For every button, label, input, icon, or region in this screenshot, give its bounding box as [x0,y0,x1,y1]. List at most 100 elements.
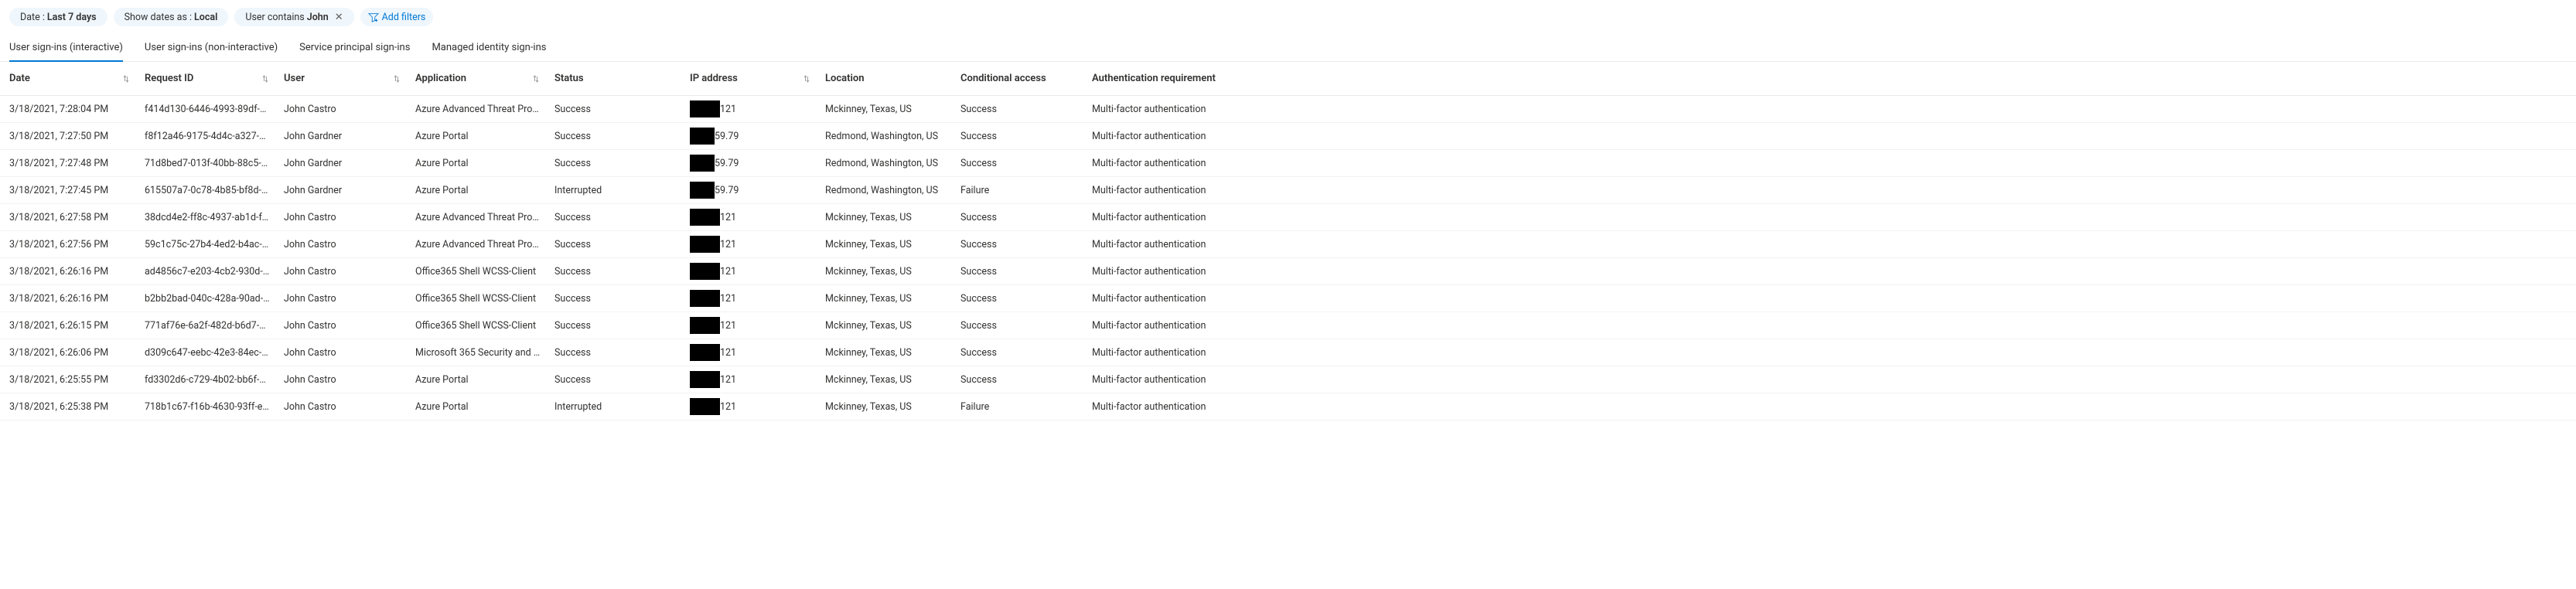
cell-auth-req: Multi-factor authentication [1092,374,2567,386]
cell-application: Office365 Shell WCSS-Client [415,320,554,332]
table-row[interactable]: 3/18/2021, 6:26:16 PMb2bb2bad-040c-428a-… [0,285,2576,312]
ip-redaction-block [690,128,715,145]
filter-date-value: Last 7 days [47,12,97,23]
cell-auth-req: Multi-factor authentication [1092,239,2567,250]
sort-icon[interactable] [121,74,131,83]
col-header-user[interactable]: User [284,73,415,84]
cell-auth-req: Multi-factor authentication [1092,293,2567,305]
cell-date: 3/18/2021, 7:27:45 PM [9,185,145,196]
cell-location: Redmond, Washington, US [825,185,960,196]
col-header-location[interactable]: Location [825,73,960,84]
col-header-conditional-access[interactable]: Conditional access [960,73,1092,84]
cell-request-id: 38dcd4e2-ff8c-4937-ab1d-fd8ab17c0400 [145,212,284,223]
cell-auth-req: Multi-factor authentication [1092,158,2567,169]
cell-status: Success [554,347,690,359]
add-filter-button[interactable]: Add filters [360,8,434,26]
filter-pill-timezone[interactable]: Show dates as : Local [114,8,229,26]
ip-suffix: 121 [720,293,736,305]
tab-user-sign-ins-interactive-[interactable]: User sign-ins (interactive) [9,36,123,61]
filter-tz-label: Show dates as : [125,12,192,23]
table-row[interactable]: 3/18/2021, 7:27:48 PM71d8bed7-013f-40bb-… [0,150,2576,177]
cell-request-id: fd3302d6-c729-4b02-bb6f-bfbb713607... [145,374,284,386]
tab-user-sign-ins-non-interactive-[interactable]: User sign-ins (non-interactive) [145,36,278,61]
tab-managed-identity-sign-ins[interactable]: Managed identity sign-ins [432,36,546,61]
sort-icon[interactable] [802,74,811,83]
ip-redaction-block [690,290,720,307]
ip-redaction-block [690,100,720,117]
sort-icon[interactable] [531,74,541,83]
ip-redaction-block [690,182,715,199]
cell-date: 3/18/2021, 6:27:56 PM [9,239,145,250]
table-row[interactable]: 3/18/2021, 6:27:58 PM38dcd4e2-ff8c-4937-… [0,204,2576,231]
table-row[interactable]: 3/18/2021, 7:27:45 PM615507a7-0c78-4b85-… [0,177,2576,204]
cell-application: Microsoft 365 Security and Compliance ..… [415,347,554,359]
ip-suffix: 121 [720,374,736,386]
cell-location: Mckinney, Texas, US [825,239,960,250]
cell-conditional-access: Success [960,131,1092,142]
cell-conditional-access: Success [960,212,1092,223]
cell-user: John Gardner [284,131,415,142]
sort-icon[interactable] [392,74,401,83]
table-row[interactable]: 3/18/2021, 6:25:38 PM718b1c67-f16b-4630-… [0,393,2576,420]
cell-location: Mckinney, Texas, US [825,104,960,115]
col-app-label: Application [415,73,466,84]
cell-request-id: ad4856c7-e203-4cb2-930d-4e36dd210... [145,266,284,277]
col-header-application[interactable]: Application [415,73,554,84]
ip-redaction-block [690,317,720,334]
cell-ip: 59.79 [690,182,825,199]
filter-pill-user[interactable]: User contains John ✕ [234,8,353,26]
cell-date: 3/18/2021, 6:26:16 PM [9,293,145,305]
cell-status: Success [554,104,690,115]
table-row[interactable]: 3/18/2021, 6:27:56 PM59c1c75c-27b4-4ed2-… [0,231,2576,258]
cell-auth-req: Multi-factor authentication [1092,212,2567,223]
cell-ip: 59.79 [690,155,825,172]
col-header-auth-req[interactable]: Authentication requirement [1092,73,2567,84]
table-row[interactable]: 3/18/2021, 6:26:15 PM771af76e-6a2f-482d-… [0,312,2576,339]
close-icon[interactable]: ✕ [335,12,343,23]
col-header-request-id[interactable]: Request ID [145,73,284,84]
filter-pill-date[interactable]: Date : Last 7 days [9,8,107,26]
tab-service-principal-sign-ins[interactable]: Service principal sign-ins [299,36,410,61]
cell-ip: 59.79 [690,128,825,145]
col-header-ip[interactable]: IP address [690,73,825,84]
table-row[interactable]: 3/18/2021, 6:25:55 PMfd3302d6-c729-4b02-… [0,366,2576,393]
table-header-row: Date Request ID User Application Status [0,62,2576,96]
col-header-date[interactable]: Date [9,73,145,84]
cell-location: Redmond, Washington, US [825,158,960,169]
filter-plus-icon [368,12,379,22]
table-row[interactable]: 3/18/2021, 7:27:50 PMf8f12a46-9175-4d4c-… [0,123,2576,150]
cell-user: John Castro [284,293,415,305]
cell-date: 3/18/2021, 6:25:38 PM [9,401,145,413]
cell-status: Success [554,293,690,305]
signins-table: Date Request ID User Application Status [0,62,2576,420]
ip-suffix: 121 [720,266,736,277]
table-row[interactable]: 3/18/2021, 6:26:06 PMd309c647-eebc-42e3-… [0,339,2576,366]
col-header-status[interactable]: Status [554,73,690,84]
ip-redaction-block [690,263,720,280]
ip-suffix: 121 [720,104,736,115]
cell-location: Mckinney, Texas, US [825,401,960,413]
table-row[interactable]: 3/18/2021, 6:26:16 PMad4856c7-e203-4cb2-… [0,258,2576,285]
cell-status: Success [554,131,690,142]
cell-request-id: b2bb2bad-040c-428a-90ad-352895a40... [145,293,284,305]
cell-ip: 121 [690,371,825,388]
cell-application: Azure Advanced Threat Protection [415,239,554,250]
cell-auth-req: Multi-factor authentication [1092,401,2567,413]
cell-application: Azure Portal [415,158,554,169]
ip-redaction-block [690,398,720,415]
cell-application: Azure Advanced Threat Protection [415,104,554,115]
sort-icon[interactable] [261,74,270,83]
col-ca-label: Conditional access [960,73,1046,84]
cell-date: 3/18/2021, 6:26:15 PM [9,320,145,332]
cell-ip: 121 [690,100,825,117]
cell-date: 3/18/2021, 6:25:55 PM [9,374,145,386]
col-loc-label: Location [825,73,865,84]
col-req-label: Request ID [145,73,193,84]
cell-date: 3/18/2021, 7:27:50 PM [9,131,145,142]
table-row[interactable]: 3/18/2021, 7:28:04 PMf414d130-6446-4993-… [0,96,2576,123]
filter-date-label: Date : [20,12,45,23]
col-user-label: User [284,73,305,84]
col-auth-label: Authentication requirement [1092,73,1216,84]
cell-conditional-access: Success [960,293,1092,305]
cell-conditional-access: Failure [960,401,1092,413]
